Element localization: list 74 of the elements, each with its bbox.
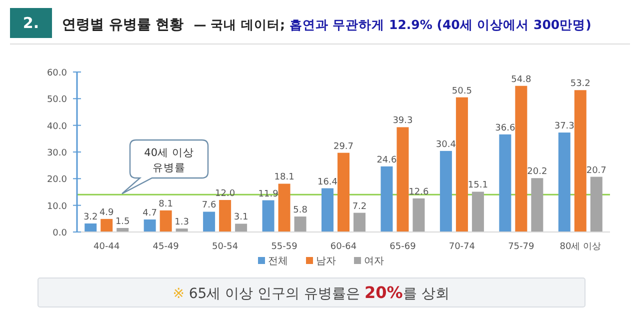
bar — [590, 176, 602, 232]
bar — [294, 216, 306, 232]
bar — [219, 200, 232, 232]
data-label: 16.4 — [317, 177, 338, 188]
bar — [558, 132, 570, 232]
bar — [456, 97, 468, 232]
data-label: 36.6 — [495, 123, 516, 134]
y-tick-label: 60.0 — [46, 68, 68, 78]
data-label: 30.4 — [436, 140, 456, 150]
bar — [380, 166, 393, 232]
data-label: 18.1 — [274, 172, 294, 183]
y-tick-label: 50.0 — [46, 95, 68, 106]
x-tick-label: 55-59 — [271, 242, 298, 252]
bar — [574, 90, 586, 232]
x-tick-label: 40-44 — [94, 242, 120, 252]
data-label: 1.3 — [174, 218, 189, 228]
y-tick-label: 40.0 — [46, 122, 68, 132]
x-tick-label: 60-64 — [330, 242, 357, 252]
bar — [160, 210, 172, 232]
legend-label: 전체 — [268, 256, 288, 267]
text: ※ 65세 이상 인구의 유병률은 20%를 상회 — [172, 283, 450, 302]
y-tick-label: 0.0 — [52, 228, 68, 238]
bar — [515, 86, 528, 232]
bar — [472, 192, 484, 232]
bar — [203, 212, 216, 232]
y-tick-label: 20.0 — [46, 175, 68, 186]
x-tick-label: 80세 이상 — [560, 242, 602, 252]
data-label: 7.2 — [352, 202, 367, 212]
data-label: 37.3 — [554, 122, 574, 132]
data-label: 15.1 — [468, 180, 488, 191]
bar — [100, 218, 113, 232]
bar — [499, 134, 512, 232]
data-label: 3.1 — [234, 212, 248, 223]
bar — [262, 200, 274, 232]
bar — [235, 224, 248, 232]
data-label: 24.6 — [376, 155, 398, 166]
data-label: 54.8 — [511, 74, 532, 85]
bar — [84, 223, 97, 232]
x-tick-label: 65-69 — [390, 242, 416, 252]
data-label: 1.5 — [115, 217, 130, 227]
data-label: 39.3 — [392, 116, 413, 126]
data-label: 3.2 — [83, 212, 98, 222]
bar — [338, 152, 350, 232]
data-label: 5.8 — [293, 206, 308, 216]
chart-subtitle: — 국내 데이터; 흡연과 무관하게 12.9% (40세 이상에서 300만명) — [194, 17, 592, 32]
legend-label: 여자 — [364, 256, 384, 267]
chart-title: 연령별 유병률 현황 — [62, 17, 184, 33]
ref-label: 40세 이상 유병률 — [121, 139, 209, 194]
data-label: 8.1 — [158, 199, 173, 210]
x-tick-label: 50-54 — [212, 242, 238, 252]
data-label: 4.9 — [99, 208, 114, 218]
x-tick-label: 70-74 — [448, 242, 476, 252]
y-tick-label: 30.0 — [46, 148, 68, 158]
text: 2. — [22, 14, 40, 32]
bar — [144, 219, 156, 232]
x-tick-label: 45-49 — [152, 242, 180, 252]
y-tick-label: 10.0 — [46, 202, 68, 212]
data-label: 4.7 — [142, 208, 157, 218]
data-label: 53.2 — [570, 79, 590, 90]
bar — [396, 127, 409, 232]
data-label: 29.7 — [333, 142, 354, 152]
bar — [354, 212, 366, 232]
legend-label: 남자 — [316, 256, 336, 267]
data-label: 7.6 — [202, 200, 216, 211]
x-tick-label: 75-79 — [508, 242, 535, 252]
bar — [322, 188, 334, 232]
bar — [531, 178, 544, 232]
bar — [440, 150, 452, 232]
data-label: 50.5 — [452, 86, 472, 96]
data-label: 20.7 — [586, 166, 606, 176]
bar — [278, 184, 290, 232]
data-label: 20.2 — [527, 167, 548, 178]
ref-line-label: 40세 이상 유병률 — [144, 147, 194, 174]
bar — [412, 198, 425, 232]
